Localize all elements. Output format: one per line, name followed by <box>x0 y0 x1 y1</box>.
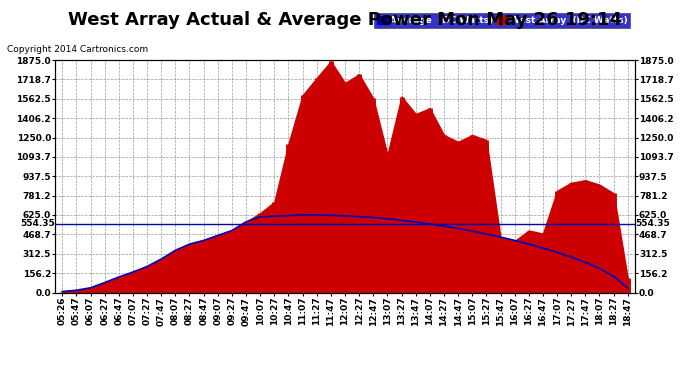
Text: 554.35: 554.35 <box>635 219 669 228</box>
Text: Copyright 2014 Cartronics.com: Copyright 2014 Cartronics.com <box>7 45 148 54</box>
Text: West Array Actual & Average Power Mon May 26 19:14: West Array Actual & Average Power Mon Ma… <box>68 11 622 29</box>
Text: 554.35: 554.35 <box>21 219 55 228</box>
Legend: Average  (DC Watts), West Array  (DC Watts): Average (DC Watts), West Array (DC Watts… <box>374 13 630 28</box>
